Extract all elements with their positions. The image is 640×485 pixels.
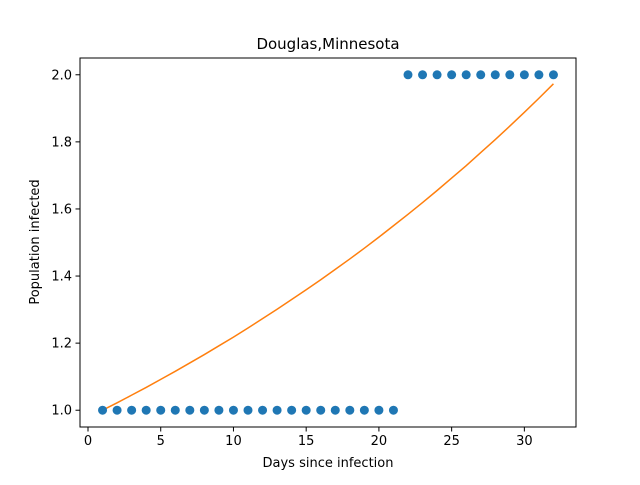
- data-point: [461, 70, 471, 80]
- data-point: [127, 405, 137, 415]
- data-point: [170, 405, 180, 415]
- data-point: [330, 405, 340, 415]
- x-tick-label: 10: [225, 434, 242, 449]
- x-axis-ticks: 0 5 10 15 20 25 30: [84, 427, 533, 449]
- x-tick-label: 25: [443, 434, 460, 449]
- data-point: [112, 405, 122, 415]
- data-point: [359, 405, 369, 415]
- y-tick-label: 2.0: [51, 68, 72, 83]
- data-point: [141, 405, 151, 415]
- x-axis-label: Days since infection: [263, 456, 394, 471]
- data-point: [199, 405, 209, 415]
- data-point: [490, 70, 500, 80]
- x-tick-label: 0: [84, 434, 92, 449]
- data-point: [258, 405, 268, 415]
- data-point: [403, 70, 413, 80]
- fit-line-layer: [102, 83, 554, 411]
- data-points-layer: [98, 70, 558, 415]
- data-point: [476, 70, 486, 80]
- data-point: [432, 70, 442, 80]
- data-point: [548, 70, 558, 80]
- data-point: [374, 405, 384, 415]
- plot-frame: [79, 57, 577, 428]
- data-point: [287, 405, 297, 415]
- chart-title: Douglas,Minnesota: [256, 35, 399, 53]
- y-tick-label: 1.0: [51, 404, 72, 419]
- x-tick-label: 30: [516, 434, 533, 449]
- data-point: [447, 70, 457, 80]
- y-tick-label: 1.8: [51, 135, 72, 150]
- fit-line: [102, 83, 554, 411]
- y-tick-label: 1.2: [51, 337, 72, 352]
- data-point: [388, 405, 398, 415]
- y-tick-label: 1.4: [51, 270, 72, 285]
- data-point: [345, 405, 355, 415]
- data-point: [301, 405, 311, 415]
- data-point: [272, 405, 282, 415]
- data-point: [534, 70, 544, 80]
- data-point: [228, 405, 238, 415]
- data-point: [418, 70, 428, 80]
- data-point: [156, 405, 166, 415]
- x-tick-label: 5: [157, 434, 165, 449]
- data-point: [519, 70, 529, 80]
- data-point: [214, 405, 224, 415]
- y-axis-ticks: 1.0 1.2 1.4 1.6 1.8 2.0: [51, 68, 80, 419]
- x-tick-label: 15: [298, 434, 315, 449]
- data-point: [243, 405, 253, 415]
- x-tick-label: 20: [371, 434, 388, 449]
- data-point: [98, 405, 108, 415]
- y-axis-label: Population infected: [28, 179, 43, 304]
- data-point: [185, 405, 195, 415]
- y-tick-label: 1.6: [51, 202, 72, 217]
- data-point: [505, 70, 515, 80]
- data-point: [316, 405, 326, 415]
- plot-area: [80, 58, 576, 427]
